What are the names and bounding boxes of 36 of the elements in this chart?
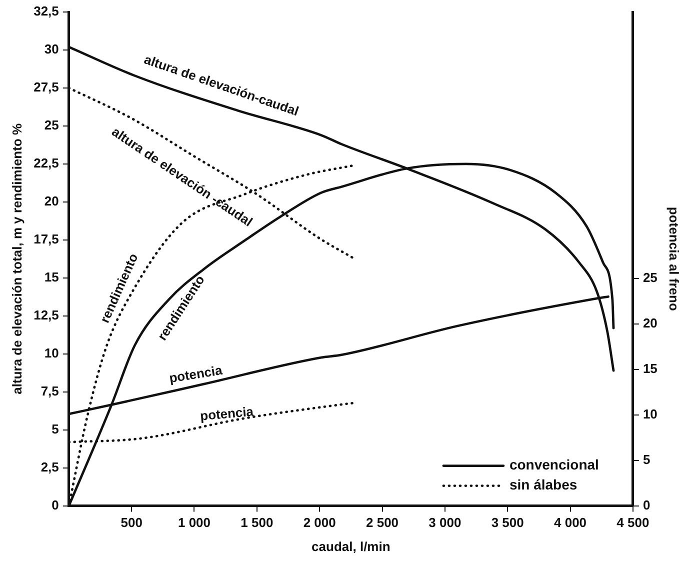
y-tick-label: 10	[44, 345, 59, 360]
y-tick-label: 32,5	[34, 4, 59, 19]
legend-label: sin álabes	[509, 476, 578, 493]
legend-label: convencional	[509, 456, 599, 473]
y-tick-label: 30	[44, 42, 59, 57]
y-tick-label: 20	[44, 194, 59, 208]
y-tick-label: 7,5	[40, 383, 59, 398]
y2-axis-title: potencia al freno	[666, 206, 682, 311]
x-tick-label: 500	[120, 515, 142, 530]
y-tick-label: 0	[52, 497, 59, 512]
y-tick-label: 25	[44, 118, 59, 133]
y2-tick-label: 25	[642, 270, 658, 286]
x-tick-label: 1 500	[240, 515, 274, 530]
x-tick-label: 2 000	[303, 515, 336, 530]
annotation: potencia	[168, 362, 224, 386]
x-tick-label: 1 000	[178, 515, 211, 530]
y-tick-label: 17,5	[34, 231, 59, 246]
y-tick-label: 2,5	[40, 459, 59, 474]
y2-tick-label: 20	[642, 316, 658, 330]
y-tick-label: 27,5	[34, 80, 59, 95]
y2-tick-label: 5	[642, 452, 650, 467]
x-tick-label: 3 500	[491, 515, 524, 530]
x-tick-label: 2 500	[366, 515, 399, 530]
x-tick-label: 3 000	[428, 515, 462, 530]
y-tick-label: 12,5	[34, 307, 59, 322]
y-tick-label: 5	[52, 421, 59, 436]
y-tick-label: 22,5	[34, 156, 59, 171]
y2-tick-label: 15	[642, 360, 658, 376]
y-axis-title: altura de elevación total, m y rendimiento %	[9, 123, 24, 394]
x-tick-label: 4 500	[616, 515, 650, 530]
y-tick-label: 15	[44, 269, 59, 284]
x-axis-title: caudal, l/min	[312, 538, 390, 554]
x-tick-label: 4 000	[554, 515, 587, 530]
y2-tick-label: 0	[642, 497, 650, 512]
annotation: potencia	[200, 404, 255, 424]
y2-tick-label: 10	[642, 406, 658, 422]
